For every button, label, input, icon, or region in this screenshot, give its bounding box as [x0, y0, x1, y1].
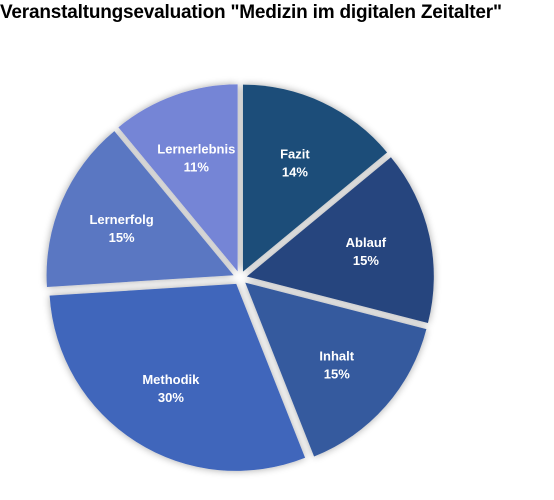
chart-title: Veranstaltungsevaluation "Medizin im dig… — [0, 2, 502, 23]
pie-slice-fazit — [242, 84, 388, 272]
pie-slice-ablauf — [246, 157, 434, 323]
slice-label-methodik: Methodik 30% — [142, 372, 200, 405]
slice-label-lernerfolg: Lernerfolg 15% — [89, 212, 153, 245]
pie-slice-lernerfolg — [46, 131, 234, 287]
pie-slice-methodik — [49, 283, 306, 471]
pie-slice-lernerlebnis — [118, 84, 238, 272]
slice-label-ablauf: Ablauf 15% — [346, 235, 387, 268]
pie-slice-inhalt — [245, 282, 427, 457]
slice-label-lernerlebnis: Lernerlebnis 11% — [157, 142, 235, 175]
slice-label-fazit: Fazit 14% — [280, 146, 310, 179]
slice-label-inhalt: Inhalt 15% — [319, 348, 354, 381]
